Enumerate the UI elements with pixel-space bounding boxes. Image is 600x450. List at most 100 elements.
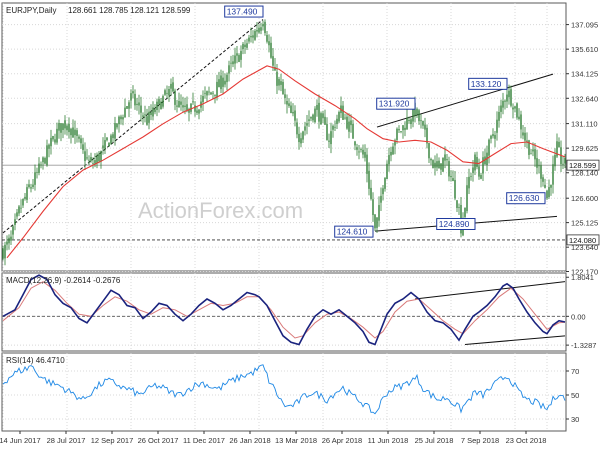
candle-body [426, 127, 428, 144]
price-axis-tags: 124.080 128.599 [566, 159, 600, 246]
candle-body [530, 153, 532, 155]
candle-body [406, 117, 408, 130]
annotation-label: 124.890 [439, 219, 470, 229]
candle-body [558, 141, 560, 148]
candle-body [110, 135, 112, 144]
candle-body [2, 248, 4, 259]
candle-body [48, 144, 50, 149]
candle-body [126, 106, 128, 109]
candle-body [294, 110, 296, 121]
candle-body [512, 107, 514, 110]
candle-body [16, 212, 18, 217]
candle-body [454, 179, 456, 199]
candle-body [338, 111, 340, 122]
candle-body [212, 92, 214, 94]
x-tick-label: 7 Sep 2018 [461, 436, 499, 445]
candle-body [274, 67, 276, 71]
y-tick-label: 137.095 [571, 21, 598, 30]
candle-body [108, 142, 110, 147]
candle-body [518, 116, 520, 120]
candle-body [458, 207, 460, 209]
candle-body [170, 83, 172, 89]
macd-trend-lines [414, 281, 566, 345]
candle-body [134, 93, 136, 106]
candle-body [208, 91, 210, 93]
sma-line [6, 65, 566, 259]
candle-body [46, 145, 48, 166]
candle-body [76, 130, 78, 136]
candle-body [220, 75, 222, 90]
candle-body [32, 184, 34, 187]
candle-body [56, 128, 58, 143]
candle-body [86, 157, 88, 159]
candle-body [562, 163, 564, 165]
candle-body [258, 27, 260, 33]
y-tick-label: 123.640 [571, 243, 598, 252]
annotation-box [436, 217, 476, 230]
candle-body [496, 119, 498, 133]
candle-body [446, 159, 448, 161]
candle-body [354, 141, 356, 146]
candle-body [256, 30, 258, 32]
price-tag-label: 128.599 [569, 161, 596, 170]
symbol-label: EURJPY,Daily [6, 6, 57, 15]
candle-body [194, 105, 196, 112]
candle-body [334, 126, 336, 128]
candle-body [254, 30, 256, 40]
y-tick-label: 50 [571, 391, 579, 400]
candle-body [346, 116, 348, 129]
candle-body [202, 95, 204, 103]
candle-body [302, 131, 304, 140]
candle-body [374, 214, 376, 229]
candle-body [442, 157, 444, 172]
candle-body [508, 90, 510, 98]
x-tick-label: 11 Jun 2018 [368, 436, 409, 445]
candle-body [70, 128, 72, 136]
x-tick-label: 13 Mar 2018 [275, 436, 317, 445]
candle-body [540, 165, 542, 179]
candle-body [128, 102, 130, 109]
annotation-label: 126.630 [509, 193, 540, 203]
annotation-label: 124.610 [337, 227, 368, 237]
candle-body [380, 195, 382, 203]
candle-body [288, 103, 290, 106]
rsi-panel-frame [1, 352, 567, 432]
candle-body [534, 149, 536, 160]
candle-body [466, 185, 468, 212]
candle-body [412, 105, 414, 122]
candle-body [186, 104, 188, 111]
candle-body [276, 71, 278, 86]
candle-body [336, 118, 338, 124]
candle-body [216, 81, 218, 98]
price-grid [2, 3, 566, 272]
y-tick-label: 129.625 [571, 144, 598, 153]
candle-body [500, 105, 502, 112]
candle-body [66, 125, 68, 131]
candle-body [304, 126, 306, 131]
y-tick-label: 0.00 [571, 312, 586, 321]
y-tick-label: 132.640 [571, 94, 598, 103]
candle-body [278, 79, 280, 86]
candle-body [24, 196, 26, 199]
candle-body [218, 79, 220, 88]
candle-body [428, 143, 430, 159]
candle-body [34, 172, 36, 185]
x-tick-label: 28 Jul 2017 [47, 436, 86, 445]
candle-body [438, 160, 440, 169]
candle-body [20, 207, 22, 209]
candle-body [368, 170, 370, 189]
macd-trend-line [414, 281, 566, 300]
candle-body [180, 101, 182, 105]
candle-body [226, 74, 228, 83]
candle-body [104, 140, 106, 149]
candle-body [476, 157, 478, 168]
x-tick-label: 26 Apr 2018 [322, 436, 362, 445]
candle-body [206, 91, 208, 96]
rsi-panel: 30 50 70 RSI(14) 46.4710 [1, 352, 579, 432]
candle-body [174, 90, 176, 105]
candle-body [474, 154, 476, 171]
candle-body [360, 149, 362, 150]
macd-y-axis: -1.3287 0.00 1.8041 [566, 273, 596, 350]
candle-body [120, 116, 122, 120]
y-tick-label: 122.170 [571, 267, 598, 276]
